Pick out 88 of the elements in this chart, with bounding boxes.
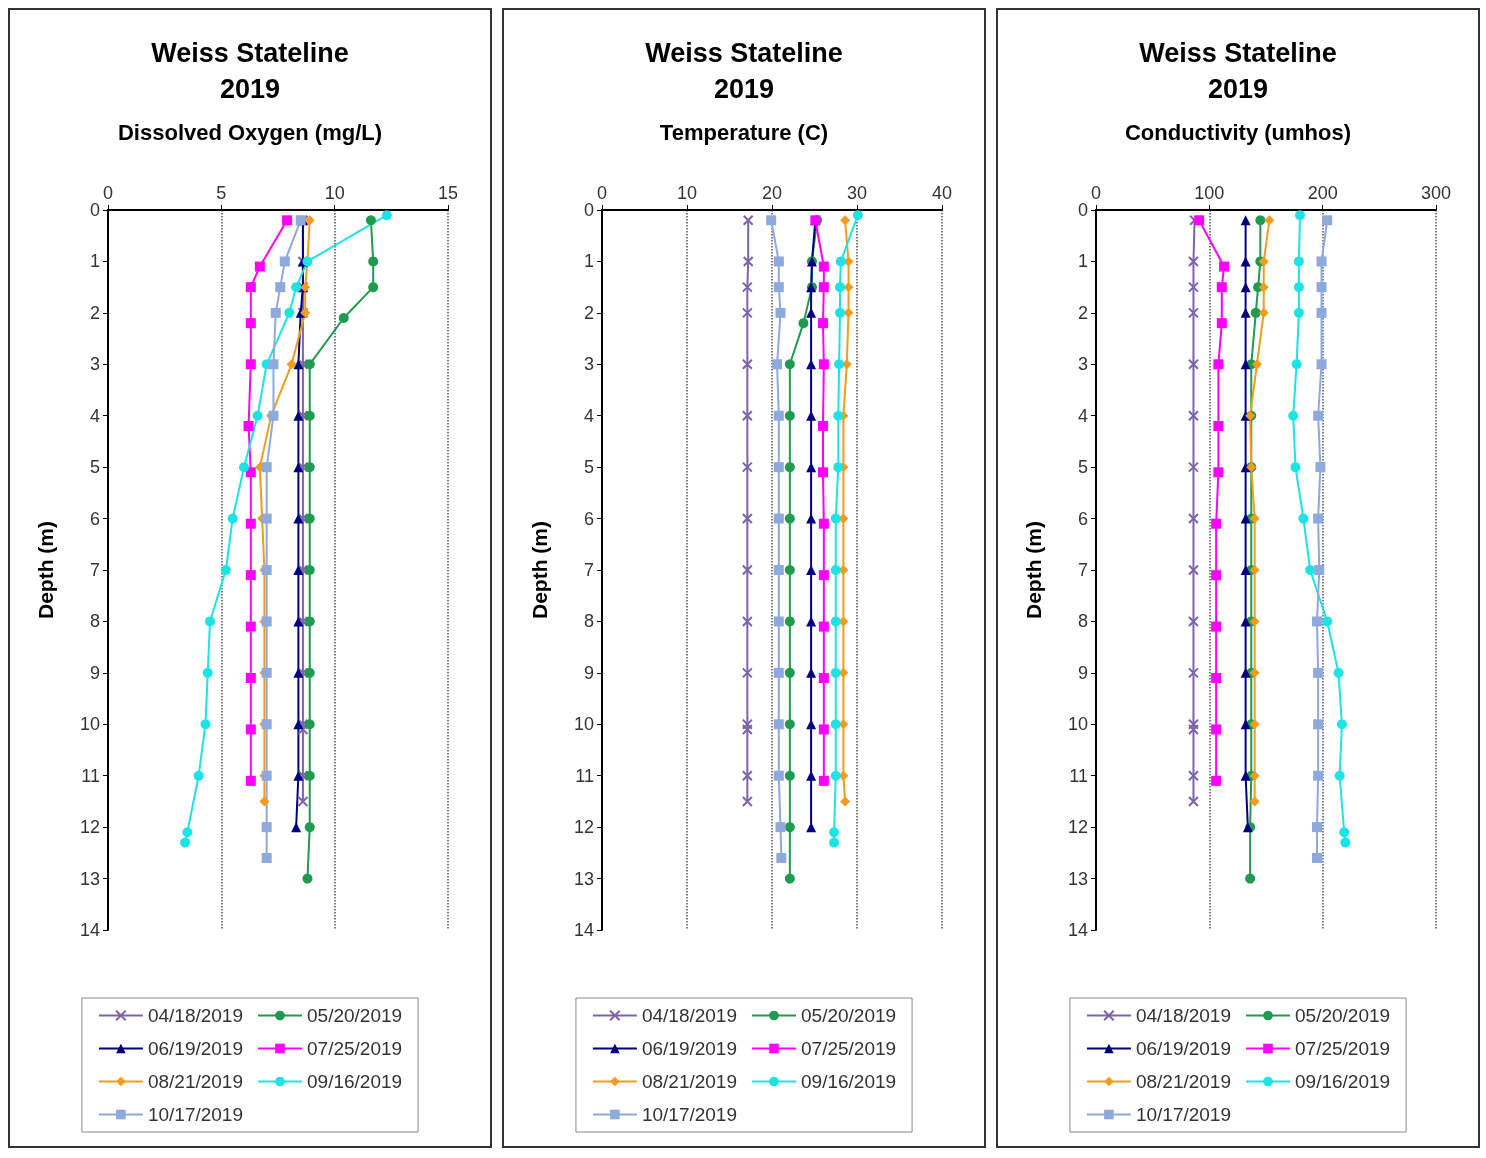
- y-tick-label: 14: [79, 920, 100, 940]
- x-tick-label: 40: [931, 183, 953, 203]
- y-tick-label: 0: [89, 200, 100, 220]
- y-tick-label: 5: [89, 457, 100, 478]
- legend-label: 10/17/2019: [1135, 1104, 1231, 1125]
- x-tick-label: 10: [324, 183, 345, 203]
- chart-subtitle: Temperature (C): [659, 119, 829, 145]
- chart-title: Weiss Stateline 2019: [151, 38, 349, 104]
- x-tick-label: 20: [761, 183, 783, 203]
- legend-label: 10/17/2019: [147, 1104, 243, 1125]
- legend-label: 08/21/2019: [147, 1071, 243, 1092]
- legend-label: 05/20/2019: [307, 1005, 403, 1026]
- y-tick-label: 4: [583, 405, 594, 426]
- y-tick-label: 6: [1077, 508, 1088, 529]
- y-tick-label: 3: [1077, 354, 1088, 375]
- x-tick-label: 0: [102, 183, 114, 203]
- y-tick-label: 5: [1077, 457, 1088, 478]
- y-axis-title: Depth (m): [34, 521, 57, 619]
- y-tick-label: 12: [79, 817, 100, 838]
- x-tick-label: 30: [846, 183, 868, 203]
- y-tick-label: 1: [1077, 251, 1088, 272]
- legend-label: 08/21/2019: [641, 1071, 737, 1092]
- y-tick-label: 9: [583, 662, 594, 683]
- y-tick-label: 5: [583, 457, 594, 478]
- y-tick-label: 10: [1067, 714, 1088, 735]
- y-tick-label: 12: [573, 817, 594, 838]
- y-tick-label: 7: [1077, 560, 1088, 580]
- y-tick-label: 9: [1077, 662, 1088, 683]
- legend-label: 04/18/2019: [1135, 1005, 1231, 1026]
- chart-subtitle: Conductivity (umhos): [1124, 119, 1352, 145]
- x-tick-label: 10: [676, 183, 698, 203]
- y-tick-label: 11: [1069, 765, 1088, 786]
- y-tick-label: 13: [79, 868, 100, 889]
- y-tick-label: 12: [1067, 817, 1088, 838]
- y-tick-label: 13: [1067, 868, 1088, 889]
- legend-label: 07/25/2019: [1295, 1038, 1391, 1059]
- x-tick-label: 15: [437, 183, 459, 203]
- y-tick-label: 8: [89, 611, 100, 632]
- x-tick-label: 100: [1194, 183, 1225, 203]
- legend-label: 08/21/2019: [1135, 1071, 1231, 1092]
- y-tick-label: 6: [89, 508, 100, 529]
- legend-label: 06/19/2019: [641, 1038, 737, 1059]
- y-tick-label: 1: [89, 251, 100, 272]
- y-tick-label: 0: [583, 200, 594, 220]
- y-tick-label: 4: [89, 405, 100, 426]
- chart-subtitle: Dissolved Oxygen (mg/L): [117, 119, 383, 145]
- y-axis-title: Depth (m): [528, 521, 551, 619]
- y-axis-title: Depth (m): [1022, 521, 1045, 619]
- y-tick-label: 2: [1077, 302, 1088, 323]
- y-tick-label: 10: [79, 714, 100, 735]
- y-tick-label: 10: [573, 714, 594, 735]
- legend-label: 10/17/2019: [641, 1104, 737, 1125]
- legend-label: 07/25/2019: [801, 1038, 897, 1059]
- y-tick-label: 6: [583, 508, 594, 529]
- y-tick-label: 13: [573, 868, 594, 889]
- y-tick-label: 11: [81, 765, 100, 786]
- legend-label: 05/20/2019: [1295, 1005, 1391, 1026]
- legend-label: 05/20/2019: [801, 1005, 897, 1026]
- legend-label: 06/19/2019: [1135, 1038, 1231, 1059]
- legend-label: 09/16/2019: [1295, 1071, 1391, 1092]
- chart-title: Weiss Stateline 2019: [1139, 38, 1337, 104]
- legend-label: 04/18/2019: [641, 1005, 737, 1026]
- y-tick-label: 7: [583, 560, 594, 580]
- x-tick-label: 300: [1420, 183, 1452, 203]
- y-tick-label: 8: [1077, 611, 1088, 632]
- y-tick-label: 11: [575, 765, 594, 786]
- y-tick-label: 0: [1077, 200, 1088, 220]
- y-tick-label: 2: [89, 302, 100, 323]
- y-tick-label: 8: [583, 611, 594, 632]
- legend-label: 06/19/2019: [147, 1038, 243, 1059]
- y-tick-label: 3: [583, 354, 594, 375]
- y-tick-label: 1: [583, 251, 594, 272]
- y-tick-label: 4: [1077, 405, 1088, 426]
- x-tick-label: 200: [1307, 183, 1338, 203]
- y-tick-label: 3: [89, 354, 100, 375]
- y-tick-label: 9: [89, 662, 100, 683]
- legend-label: 09/16/2019: [801, 1071, 897, 1092]
- x-tick-label: 0: [1090, 183, 1102, 203]
- chart-title: Weiss Stateline 2019: [645, 38, 843, 104]
- legend-label: 04/18/2019: [147, 1005, 243, 1026]
- y-tick-label: 7: [89, 560, 100, 580]
- x-tick-label: 5: [216, 183, 227, 203]
- x-tick-label: 0: [596, 183, 608, 203]
- legend-label: 09/16/2019: [307, 1071, 403, 1092]
- y-tick-label: 14: [573, 920, 594, 940]
- y-tick-label: 2: [583, 302, 594, 323]
- y-tick-label: 14: [1067, 920, 1088, 940]
- legend-label: 07/25/2019: [307, 1038, 403, 1059]
